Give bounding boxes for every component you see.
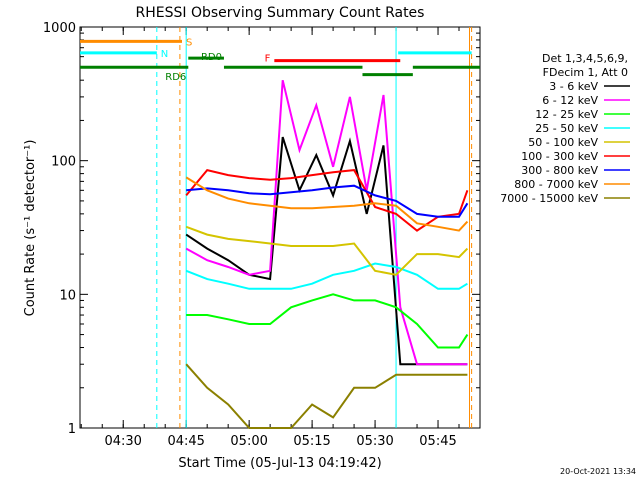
y-tick-label: 100 — [51, 155, 76, 170]
series-line — [185, 176, 469, 232]
series-line — [185, 168, 469, 232]
legend-label: 12 - 25 keV — [535, 108, 598, 121]
y-tick-label: 1000 — [43, 21, 76, 36]
annotation-label: S — [186, 37, 192, 48]
annotation-label: RD0 — [201, 52, 222, 63]
x-tick-label: 05:30 — [356, 434, 393, 449]
y-tick-label: 1 — [68, 422, 76, 437]
legend-label: 100 - 300 keV — [521, 150, 598, 163]
state-annotations: S N RD0 RD6 F — [80, 37, 480, 83]
vertical-markers — [156, 27, 473, 428]
series-line — [186, 184, 469, 218]
x-tick-label: 05:00 — [230, 434, 267, 449]
legend-label: 6 - 12 keV — [542, 94, 598, 107]
legend-header: FDecim 1, Att 0 — [543, 66, 628, 79]
series-lines — [185, 79, 469, 429]
footer-date: 20-Oct-2021 13:34 — [560, 467, 636, 476]
x-tick-label: 04:45 — [167, 434, 204, 449]
series-line — [185, 225, 469, 276]
legend-label: 800 - 7000 keV — [514, 178, 598, 191]
x-tick-label: 05:15 — [293, 434, 330, 449]
series-line — [185, 262, 468, 290]
x-tick-label: 05:45 — [419, 434, 456, 449]
series-line — [185, 136, 468, 366]
legend: Det 1,3,4,5,6,9,FDecim 1, Att 03 - 6 keV… — [500, 52, 630, 205]
annotation-label: N — [161, 49, 168, 60]
annotation-label: RD6 — [165, 72, 186, 83]
legend-label: 300 - 800 keV — [521, 164, 598, 177]
annotation-label: F — [265, 54, 271, 65]
x-tick-label: 04:30 — [104, 434, 141, 449]
legend-label: 3 - 6 keV — [549, 80, 598, 93]
series-line — [186, 293, 469, 349]
legend-label: 25 - 50 keV — [535, 122, 598, 135]
legend-label: 50 - 100 keV — [528, 136, 598, 149]
x-axis-label: Start Time (05-Jul-13 04:19:42) — [178, 456, 381, 471]
x-axis: 04:30 04:45 05:00 05:15 05:30 05:45 — [80, 27, 460, 449]
series-line — [185, 79, 468, 366]
legend-header: Det 1,3,4,5,6,9, — [542, 52, 628, 65]
y-axis-label: Count Rate (s⁻¹ detector⁻¹) — [23, 140, 38, 317]
legend-label: 7000 - 15000 keV — [500, 192, 598, 205]
y-tick-label: 10 — [59, 288, 76, 303]
series-line — [185, 363, 468, 429]
chart-title: RHESSI Observing Summary Count Rates — [136, 5, 425, 21]
